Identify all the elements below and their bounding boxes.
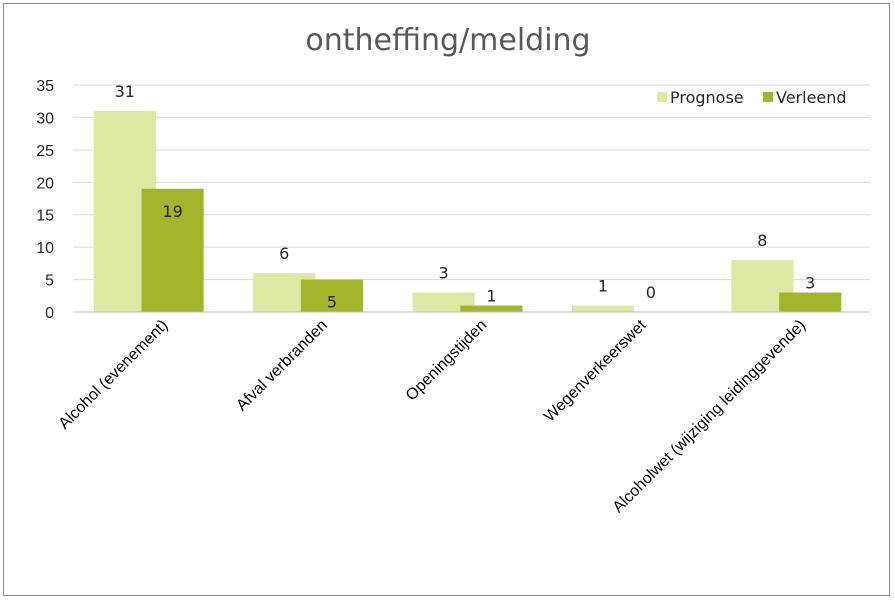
bars [93,110,842,312]
data-label: 0 [646,283,656,302]
data-label: 1 [598,277,608,296]
legend: Prognose Verleend [657,88,847,107]
y-tick-label: 10 [36,240,54,257]
legend-label: Prognose [670,88,744,107]
y-tick-label: 35 [36,78,54,95]
y-tick-label: 0 [45,305,54,322]
data-label: 3 [438,264,448,283]
y-axis-ticks: 0 5 10 15 20 25 30 35 [36,78,54,322]
y-tick-label: 25 [36,143,54,160]
data-label: 5 [327,293,337,312]
data-label: 3 [805,274,815,293]
data-label: 6 [279,244,289,263]
category-label: Openingstijden [403,317,491,405]
data-label: 31 [115,82,135,101]
category-label: Wegenverkeerswet [541,316,650,425]
legend-swatch-prognose [657,92,667,102]
data-label: 19 [162,202,182,221]
category-label: Alcohol (evenement) [56,317,172,433]
category-labels: Alcohol (evenement) Afval verbranden Openi… [56,316,809,516]
legend-swatch-verleend [763,92,773,102]
chart-title: ontheffing/melding [305,23,590,58]
data-label: 8 [757,231,767,250]
bar-verleend [141,188,204,312]
bar-prognose [412,292,475,312]
bar-verleend [779,292,842,312]
data-label: 1 [486,287,496,306]
bar-verleend [300,279,364,312]
y-tick-label: 20 [36,175,54,192]
bar-verleend [460,305,523,312]
y-tick-label: 30 [36,110,54,127]
bar-prognose [571,305,635,312]
category-label: Alcoholwet (wijziging leidinggevende) [610,317,809,516]
y-tick-label: 15 [36,208,54,225]
legend-label: Verleend [776,88,847,107]
category-label: Afval verbranden [233,317,331,415]
y-tick-label: 5 [45,273,54,290]
